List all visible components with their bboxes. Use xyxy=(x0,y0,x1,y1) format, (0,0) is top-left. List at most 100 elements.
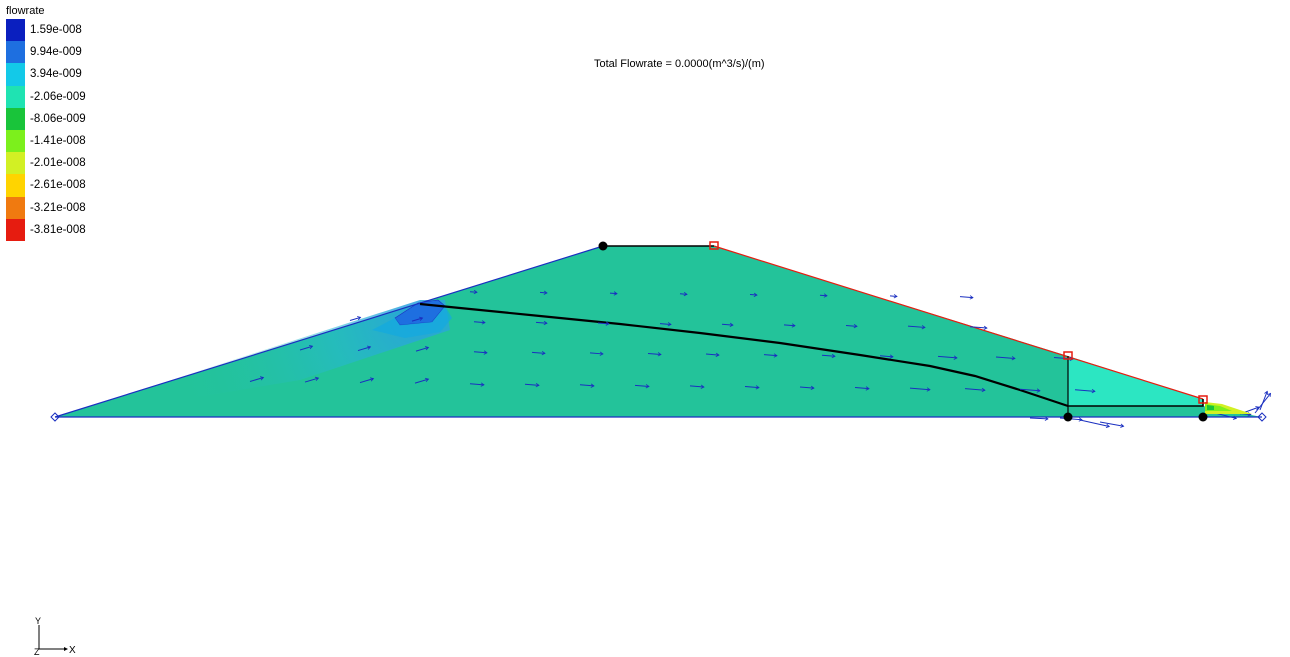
upstream-corner-marker xyxy=(50,412,60,422)
flow-vector xyxy=(959,296,973,299)
flow-vector-head xyxy=(613,291,618,296)
axis-triad: Y Z X xyxy=(34,617,76,657)
legend-swatch xyxy=(6,85,25,108)
flow-vector-head xyxy=(645,384,650,389)
flow-vector-head xyxy=(1091,388,1096,394)
legend-rows: 1.59e-008 9.94e-009 3.94e-009 -2.06e-009 -8.… xyxy=(6,19,86,241)
upstream-slope-boundary xyxy=(54,245,604,418)
flow-vector xyxy=(349,316,361,321)
legend-entry: -2.61e-008 xyxy=(6,174,86,197)
legend-label: -3.21e-008 xyxy=(30,201,86,214)
flow-vector xyxy=(889,295,898,297)
legend-entry: -2.06e-009 xyxy=(6,85,86,108)
flow-vector-head xyxy=(1036,388,1041,393)
flowrate-legend: flowrate 1.59e-008 9.94e-009 3.94e-009 -2.0… xyxy=(6,5,86,241)
flow-vector xyxy=(909,387,930,391)
flow-vector xyxy=(473,351,487,354)
flow-vector-head xyxy=(865,386,870,391)
flow-vector-head xyxy=(308,345,314,350)
flow-vector xyxy=(415,346,429,352)
flow-vector xyxy=(964,388,985,391)
flow-vector xyxy=(411,317,423,322)
flow-vector-head xyxy=(259,376,265,381)
flow-vector-head xyxy=(921,325,926,330)
flow-vector-head xyxy=(926,387,931,392)
downstream-corner-marker xyxy=(1257,412,1267,422)
toe-drain-contours xyxy=(1205,402,1252,414)
axis-x-label: X xyxy=(69,645,76,656)
flow-vector xyxy=(879,355,893,358)
legend-entry: -3.21e-008 xyxy=(6,196,86,219)
flow-vector xyxy=(647,352,661,356)
flow-vector-head xyxy=(755,385,760,390)
toe-drain-boundary xyxy=(1068,399,1204,407)
flow-vector xyxy=(689,385,704,388)
flow-vector xyxy=(357,346,371,352)
flow-vector xyxy=(1079,419,1110,428)
flow-vector-head xyxy=(1078,417,1083,422)
flow-vector-head xyxy=(893,294,898,299)
flow-vector-head xyxy=(729,322,734,328)
legend-swatch xyxy=(6,107,25,130)
flow-vector-head xyxy=(667,322,672,327)
legend-label: 9.94e-009 xyxy=(30,46,82,59)
flow-vector xyxy=(1099,421,1124,427)
flow-vector xyxy=(845,324,858,327)
legend-title: flowrate xyxy=(6,5,45,17)
flow-vector-head xyxy=(1120,423,1125,428)
legend-entry: 1.59e-008 xyxy=(6,19,86,42)
upstream-high-flow-zone xyxy=(55,300,450,417)
flow-vector xyxy=(763,354,777,357)
flow-vector xyxy=(1074,389,1095,392)
flow-vector xyxy=(854,387,869,390)
flow-vector-head xyxy=(753,292,758,297)
flow-vector-head xyxy=(543,290,548,295)
crest-node xyxy=(598,241,608,251)
flow-vector-head xyxy=(953,355,958,360)
flow-vector xyxy=(414,378,429,384)
flow-vector-head xyxy=(535,383,540,388)
flow-vector xyxy=(995,356,1015,359)
legend-entry: 9.94e-009 xyxy=(6,41,86,64)
legend-swatch xyxy=(6,19,25,42)
flow-vector-head xyxy=(483,350,488,355)
legend-entry: -1.41e-008 xyxy=(6,129,86,153)
flow-vector-head xyxy=(605,321,610,326)
legend-label: -2.61e-008 xyxy=(30,179,86,192)
flow-vector-head xyxy=(853,323,858,329)
dam-cross-section xyxy=(54,245,1262,418)
flow-vector xyxy=(299,345,313,351)
flow-vector-head xyxy=(1069,356,1074,361)
flow-vector-head xyxy=(590,383,595,388)
legend-label: -3.81e-008 xyxy=(30,223,86,236)
flow-vector-head xyxy=(1105,423,1111,429)
legend-swatch xyxy=(6,129,25,153)
legend-label: -2.01e-008 xyxy=(30,157,86,170)
flow-vector xyxy=(359,378,374,384)
flow-vector-head xyxy=(983,325,988,330)
legend-label: 1.59e-008 xyxy=(30,24,82,37)
flow-vector xyxy=(969,326,987,329)
toe-node xyxy=(1198,412,1208,422)
flow-vector xyxy=(783,324,796,327)
flow-vector xyxy=(721,323,734,326)
legend-label: -2.06e-009 xyxy=(30,90,86,103)
flow-vector-head xyxy=(981,387,986,393)
flow-vector-head xyxy=(481,320,486,325)
flow-vector-head xyxy=(791,323,796,328)
legend-label: 3.94e-009 xyxy=(30,68,82,81)
flow-vector-head xyxy=(473,289,478,295)
flow-vector-head xyxy=(1267,392,1272,397)
flow-vector xyxy=(749,294,758,296)
legend-swatch xyxy=(6,218,25,241)
flow-vector-head xyxy=(683,291,688,297)
legend-label: -8.06e-009 xyxy=(30,112,86,125)
flow-vector-head xyxy=(1255,406,1260,411)
flow-vector-head xyxy=(810,385,815,391)
flow-vector xyxy=(249,377,264,382)
flow-vector xyxy=(819,294,828,297)
flow-vector xyxy=(531,351,545,354)
flow-vector xyxy=(744,385,759,389)
flow-vector xyxy=(304,377,319,383)
flow-vector-head xyxy=(369,377,375,382)
